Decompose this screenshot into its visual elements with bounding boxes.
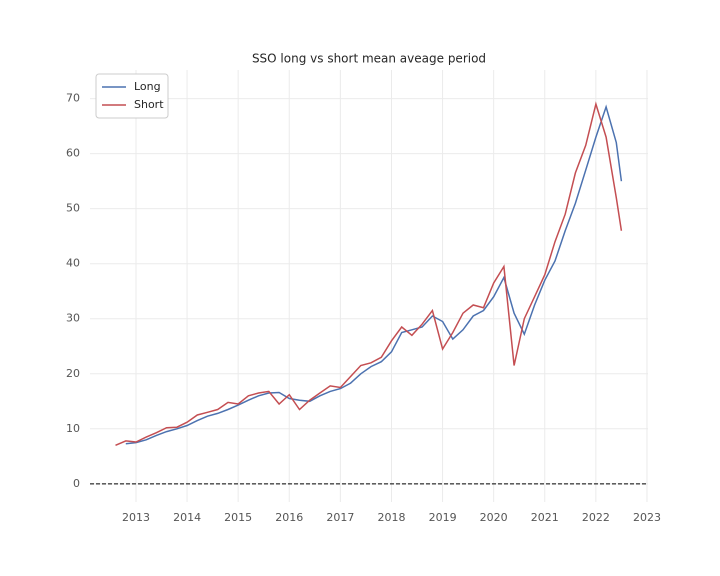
x-tick-label: 2016 xyxy=(275,511,303,524)
y-tick-label: 40 xyxy=(66,257,80,270)
x-tick-label: 2018 xyxy=(377,511,405,524)
y-tick-label: 20 xyxy=(66,367,80,380)
x-tick-label: 2021 xyxy=(531,511,559,524)
y-tick-label: 60 xyxy=(66,147,80,160)
legend-label: Long xyxy=(134,80,161,93)
x-tick-label: 2014 xyxy=(173,511,201,524)
y-tick-label: 30 xyxy=(66,312,80,325)
y-tick-label: 0 xyxy=(73,477,80,490)
x-tick-label: 2013 xyxy=(122,511,150,524)
x-tick-label: 2023 xyxy=(633,511,661,524)
y-tick-label: 10 xyxy=(66,422,80,435)
line-series xyxy=(125,104,623,445)
x-tick-label: 2015 xyxy=(224,511,252,524)
x-tick-label: 2017 xyxy=(326,511,354,524)
x-tick-label: 2020 xyxy=(480,511,508,524)
legend-label: Short xyxy=(134,98,164,111)
y-tick-label: 70 xyxy=(66,92,80,105)
legend-box xyxy=(95,73,169,119)
x-tick-label: 2019 xyxy=(429,511,457,524)
line-series xyxy=(115,101,623,446)
legend: Long Short xyxy=(95,73,169,119)
y-tick-label: 50 xyxy=(66,202,80,215)
x-tick-label: 2022 xyxy=(582,511,610,524)
chart-title: SSO long vs short mean aveage period xyxy=(252,52,486,66)
